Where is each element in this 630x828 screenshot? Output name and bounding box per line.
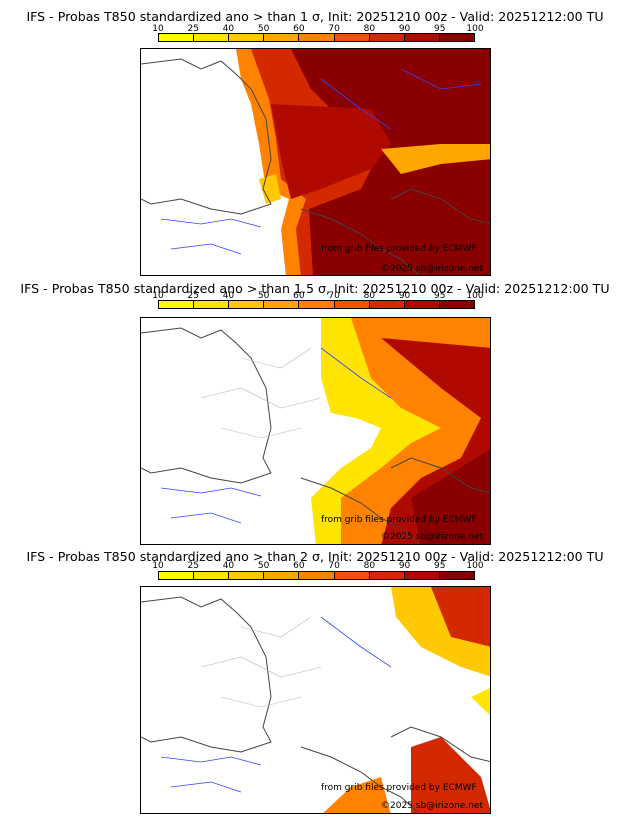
colorbar <box>158 33 475 42</box>
colorbar-segment <box>229 34 265 41</box>
colorbar-tick-label: 50 <box>257 291 270 301</box>
panel-title: IFS - Probas T850 standardized ano > tha… <box>20 281 610 296</box>
colorbar-tick-label: 40 <box>222 24 235 34</box>
colorbar-tick-label: 80 <box>363 291 376 301</box>
departments <box>200 347 322 439</box>
colorbar-tick-label: 10 <box>152 24 164 34</box>
colorbar-segment <box>334 34 370 41</box>
colorbar-segment <box>369 572 405 579</box>
colorbar-tick-label: 95 <box>434 561 446 571</box>
colorbar-segment <box>159 301 195 308</box>
colorbar-tick-label: 70 <box>328 561 340 571</box>
colorbar-tick-label: 60 <box>293 291 305 301</box>
colorbar-segment <box>404 572 440 579</box>
colorbar-segment <box>264 301 300 308</box>
colorbar-segment <box>299 572 335 579</box>
credit-source: from grib files provided by ECMWF <box>321 783 477 793</box>
colorbar-ticks: 10 25 40 50 60 70 80 90 95 100 <box>140 24 491 34</box>
colorbar-tick-label: 10 <box>152 291 164 301</box>
probability-field <box>236 49 490 275</box>
colorbar-tick-label: 50 <box>257 24 270 34</box>
colorbar-segment <box>194 301 230 308</box>
colorbar-tick-label: 25 <box>187 561 199 571</box>
colorbar-tick-label: 50 <box>257 561 270 571</box>
probability-map <box>140 586 491 814</box>
panel-title: IFS - Probas T850 standardized ano > tha… <box>26 9 604 24</box>
rivers <box>160 68 482 255</box>
colorbar-segment <box>439 301 474 308</box>
colorbar-tick-label: 25 <box>187 291 199 301</box>
colorbar-tick-label: 100 <box>466 24 484 34</box>
colorbar-tick-label: 70 <box>328 24 340 34</box>
colorbar-segment <box>229 572 265 579</box>
colorbar-tick-label: 100 <box>466 291 484 301</box>
colorbar-segment <box>159 34 195 41</box>
colorbar-segment <box>159 572 195 579</box>
colorbar-segment <box>439 34 474 41</box>
colorbar-ticks: 10 25 40 50 60 70 80 90 95 100 <box>140 561 491 571</box>
rivers <box>160 616 392 793</box>
colorbar-segment <box>369 301 405 308</box>
credit-copyright: ©2025 sb@irizone.net <box>381 532 483 542</box>
colorbar-segment <box>404 34 440 41</box>
colorbar-segment <box>264 34 300 41</box>
colorbar-segment <box>404 301 440 308</box>
colorbar-tick-label: 60 <box>293 24 305 34</box>
colorbar-tick-label: 10 <box>152 561 164 571</box>
probability-field <box>311 318 490 544</box>
probability-field <box>323 587 490 813</box>
coastline <box>141 327 490 544</box>
panel-title: IFS - Probas T850 standardized ano > tha… <box>26 549 604 564</box>
departments <box>200 616 322 708</box>
credit-source: from grib files provided by ECMWF <box>321 515 477 525</box>
colorbar-tick-label: 40 <box>222 561 235 571</box>
credit-copyright: ©2025 sb@irizone.net <box>381 801 483 811</box>
credit-source: from grib files provided by ECMWF <box>321 244 477 254</box>
colorbar-tick-label: 70 <box>328 291 340 301</box>
colorbar-segment <box>439 572 474 579</box>
colorbar-tick-label: 95 <box>434 291 446 301</box>
rivers <box>160 347 392 524</box>
colorbar-segment <box>264 572 300 579</box>
colorbar-segment <box>299 301 335 308</box>
credit-copyright: ©2025 sb@irizone.net <box>381 264 483 274</box>
colorbar-tick-label: 90 <box>398 291 411 301</box>
colorbar-tick-label: 60 <box>293 561 305 571</box>
colorbar-segment <box>194 34 230 41</box>
colorbar-tick-label: 90 <box>398 561 411 571</box>
colorbar-tick-label: 90 <box>398 24 411 34</box>
probability-map <box>140 48 491 276</box>
colorbar-ticks: 10 25 40 50 60 70 80 90 95 100 <box>140 291 491 301</box>
colorbar-tick-label: 25 <box>187 24 199 34</box>
probability-map <box>140 317 491 545</box>
colorbar <box>158 571 475 580</box>
colorbar-tick-label: 40 <box>222 291 235 301</box>
colorbar-segment <box>194 572 230 579</box>
colorbar-tick-label: 80 <box>363 24 376 34</box>
colorbar-tick-label: 80 <box>363 561 376 571</box>
colorbar-tick-label: 100 <box>466 561 484 571</box>
coastline <box>141 58 490 275</box>
colorbar-segment <box>369 34 405 41</box>
colorbar-tick-label: 95 <box>434 24 446 34</box>
colorbar-segment <box>334 572 370 579</box>
colorbar <box>158 300 475 309</box>
colorbar-segment <box>299 34 335 41</box>
colorbar-segment <box>229 301 265 308</box>
colorbar-segment <box>334 301 370 308</box>
coastline <box>141 596 490 813</box>
